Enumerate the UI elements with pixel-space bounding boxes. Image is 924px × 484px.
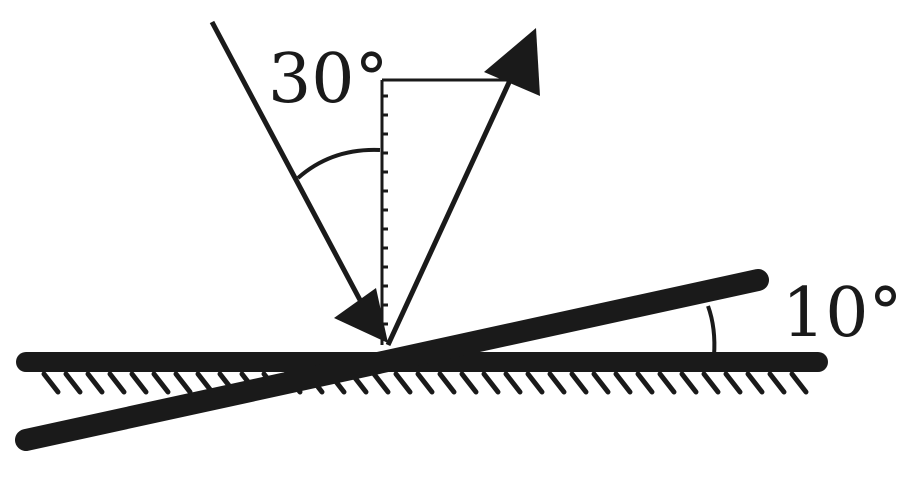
hatch-mark — [41, 371, 61, 395]
hatch-mark — [151, 371, 171, 395]
hatch-mark — [107, 371, 127, 395]
hatch-mark — [129, 371, 149, 395]
hatch-mark — [437, 371, 457, 395]
hatch-mark — [525, 371, 545, 395]
hatch-mark — [701, 371, 721, 395]
hatch-mark — [393, 371, 413, 395]
hatch-mark — [459, 371, 479, 395]
incident-angle-label: 30° — [268, 40, 389, 119]
hatch-mark — [591, 371, 611, 395]
normal-line-ticks — [382, 94, 388, 326]
incident-angle-arc — [296, 147, 381, 180]
hatch-mark — [173, 371, 193, 395]
hatch-mark — [63, 371, 83, 395]
hatch-mark — [679, 371, 699, 395]
hatch-mark — [613, 371, 633, 395]
hatch-mark — [547, 371, 567, 395]
incident-ray-arrowhead — [334, 288, 388, 343]
incident-ray — [209, 20, 363, 302]
hatch-mark — [767, 371, 787, 395]
mirror-tilt-label: 10° — [782, 274, 903, 353]
reflected-ray-arrowhead — [484, 28, 540, 96]
hatch-mark — [85, 371, 105, 395]
mirror-tilt-arc — [706, 305, 717, 357]
hatch-mark — [789, 371, 809, 395]
hatch-mark — [745, 371, 765, 395]
hatch-mark — [569, 371, 589, 395]
surface-hatching — [41, 371, 809, 395]
hatch-mark — [503, 371, 523, 395]
tilted-mirror — [15, 269, 769, 451]
hatch-mark — [635, 371, 655, 395]
hatch-mark — [657, 371, 677, 395]
hatch-mark — [371, 371, 391, 395]
reflected-ray — [385, 74, 515, 347]
hatch-mark — [481, 371, 501, 395]
hatch-mark — [415, 371, 435, 395]
hatch-mark — [723, 371, 743, 395]
